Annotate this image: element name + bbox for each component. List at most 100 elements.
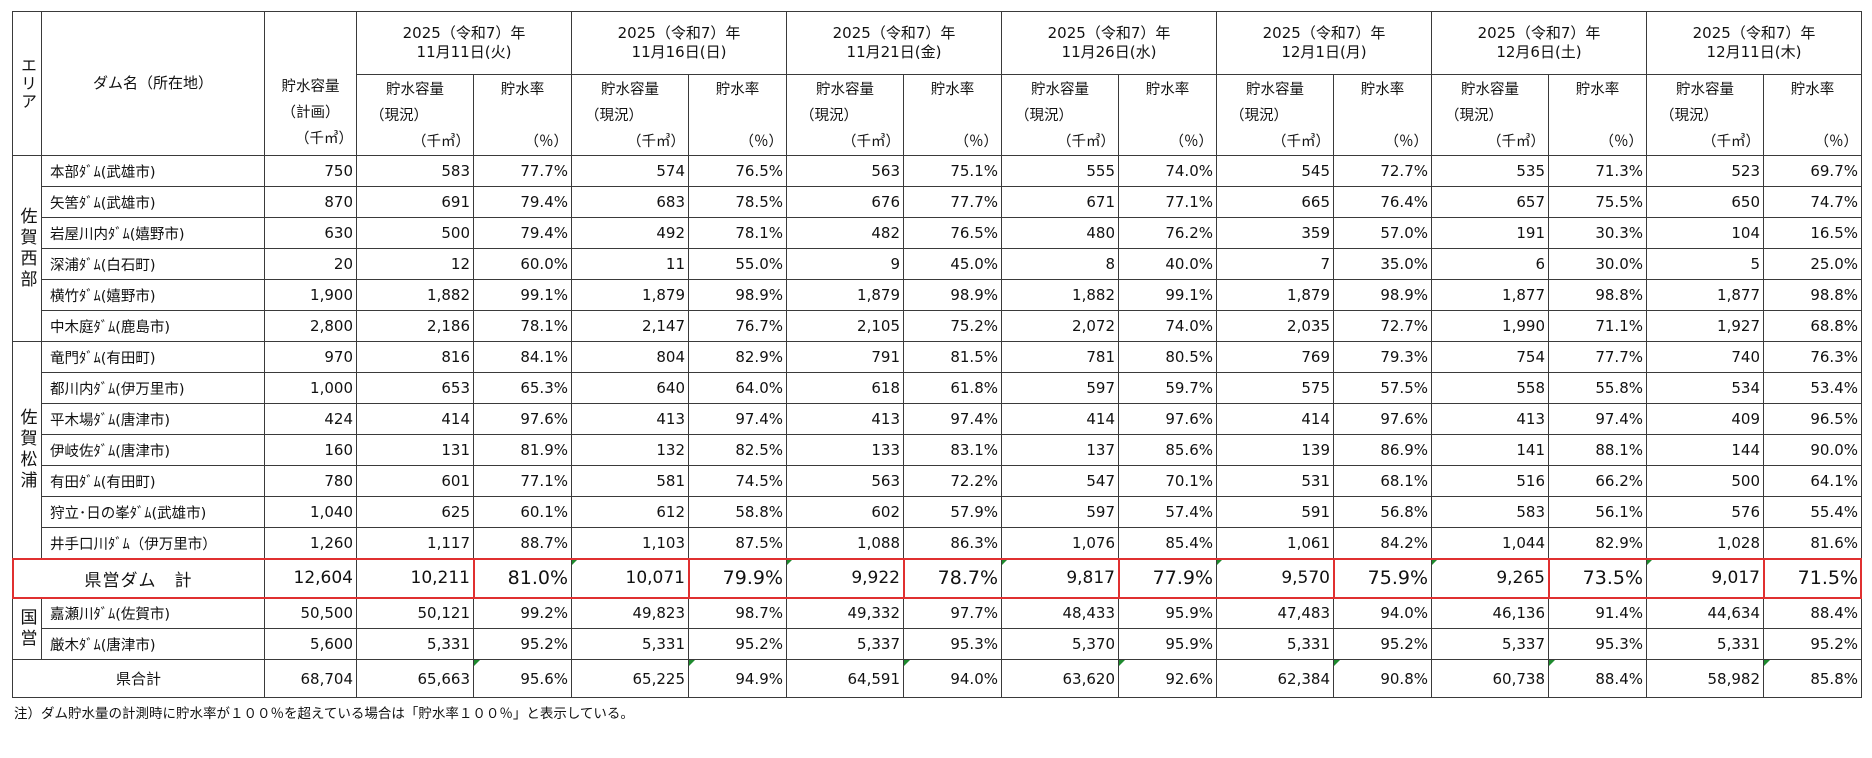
storage-rate-cell: 80.5% — [1118, 341, 1217, 373]
dam-name-cell: 矢筈ﾀﾞﾑ(武雄市) — [41, 186, 265, 218]
highlight-separator — [1762, 557, 1765, 599]
dam-name-cell: 嘉瀬川ﾀﾞﾑ(佐賀市) — [41, 597, 265, 629]
current-capacity-cell: 10,211 — [356, 558, 474, 598]
dam-name-cell: 平木場ﾀﾞﾑ(唐津市) — [41, 403, 265, 435]
current-capacity-column-header: 貯水容量 （現況） （千㎥） — [356, 74, 474, 156]
storage-rate-header-label: 貯水率 — [1790, 82, 1835, 98]
current-capacity-cell: 482 — [786, 217, 904, 249]
storage-rate-cell: 71.3% — [1548, 155, 1647, 187]
table-row: 岩屋川内ﾀﾞﾑ(嬉野市) 630 500 79.4% 492 78.1% 482 76.5% 4… — [13, 217, 1862, 249]
grand-total-label: 県合計 — [12, 659, 265, 698]
storage-rate-cell: 60.0% — [473, 248, 572, 280]
storage-rate-cell: 40.0% — [1118, 248, 1217, 280]
current-capacity-cell: 576 — [1646, 496, 1764, 528]
storage-rate-cell: 74.7% — [1763, 186, 1862, 218]
storage-rate-cell: 75.2% — [903, 310, 1002, 342]
plan-capacity-cell: 750 — [264, 155, 357, 187]
current-capacity-header-line: （現況） — [1660, 108, 1718, 124]
storage-rate-cell: 79.3% — [1333, 341, 1432, 373]
table-row: 矢筈ﾀﾞﾑ(武雄市) 870 691 79.4% 683 78.5% 676 77.7% 671… — [13, 186, 1862, 218]
storage-rate-header-unit: （％） — [1384, 134, 1429, 150]
storage-rate-cell: 97.4% — [903, 403, 1002, 435]
current-capacity-header-line: （現況） — [800, 108, 858, 124]
storage-rate-cell: 61.8% — [903, 372, 1002, 404]
storage-rate-cell: 98.8% — [1763, 279, 1862, 311]
current-capacity-header-line: （千㎥） — [1487, 134, 1545, 150]
current-capacity-cell: 2,147 — [571, 310, 689, 342]
storage-rate-cell: 65.3% — [473, 372, 572, 404]
storage-rate-cell: 78.1% — [473, 310, 572, 342]
storage-rate-cell: 91.4% — [1548, 597, 1647, 629]
storage-rate-cell: 78.7% — [903, 558, 1002, 598]
current-capacity-cell: 1,879 — [786, 279, 904, 311]
storage-rate-column-header: 貯水率 （％） — [473, 74, 572, 156]
current-capacity-cell: 676 — [786, 186, 904, 218]
storage-rate-column-header: 貯水率 （％） — [1333, 74, 1432, 156]
date-header-day: 12月11日(木) — [1706, 43, 1802, 61]
storage-rate-cell: 84.2% — [1333, 527, 1432, 559]
current-capacity-cell: 10,071 — [571, 558, 689, 598]
storage-rate-cell: 16.5% — [1763, 217, 1862, 249]
current-capacity-cell: 49,332 — [786, 597, 904, 629]
date-header-year: 2025（令和7）年 — [1477, 24, 1601, 42]
storage-rate-cell: 95.2% — [1333, 628, 1432, 660]
highlight-separator — [472, 557, 475, 599]
footnote: 注）ダム貯水量の計測時に貯水率が１００％を超えている場合は「貯水率１００％」と表… — [14, 706, 634, 722]
current-capacity-cell: 5,331 — [1216, 628, 1334, 660]
date-header-day: 12月6日(土) — [1496, 43, 1582, 61]
storage-rate-cell: 75.1% — [903, 155, 1002, 187]
dam-name-cell: 深浦ﾀﾞﾑ(白石町) — [41, 248, 265, 280]
storage-rate-cell: 90.0% — [1763, 434, 1862, 466]
highlight-separator — [902, 557, 905, 599]
current-capacity-cell: 132 — [571, 434, 689, 466]
date-header-day: 11月21日(金) — [846, 43, 942, 61]
plan-capacity-cell: 870 — [264, 186, 357, 218]
storage-rate-cell: 79.9% — [688, 558, 787, 598]
current-capacity-cell: 65,663 — [356, 659, 474, 698]
current-capacity-cell: 63,620 — [1001, 659, 1119, 698]
current-capacity-cell: 139 — [1216, 434, 1334, 466]
current-capacity-cell: 413 — [786, 403, 904, 435]
storage-rate-cell: 82.9% — [1548, 527, 1647, 559]
current-capacity-cell: 602 — [786, 496, 904, 528]
current-capacity-cell: 141 — [1431, 434, 1549, 466]
storage-rate-column-header: 貯水率 （％） — [688, 74, 787, 156]
current-capacity-cell: 591 — [1216, 496, 1334, 528]
storage-rate-cell: 76.4% — [1333, 186, 1432, 218]
storage-rate-header-label: 貯水率 — [715, 82, 760, 98]
storage-rate-cell: 73.5% — [1548, 558, 1647, 598]
current-capacity-header-line: 貯水容量 — [1246, 82, 1304, 98]
storage-rate-header-label: 貯水率 — [1575, 82, 1620, 98]
storage-rate-cell: 76.2% — [1118, 217, 1217, 249]
plan-capacity-cell: 20 — [264, 248, 357, 280]
current-capacity-cell: 2,186 — [356, 310, 474, 342]
storage-rate-header-label: 貯水率 — [1360, 82, 1405, 98]
storage-rate-cell: 98.9% — [903, 279, 1002, 311]
current-capacity-cell: 9,265 — [1431, 558, 1549, 598]
current-capacity-cell: 523 — [1646, 155, 1764, 187]
plan-capacity-cell: 2,800 — [264, 310, 357, 342]
current-capacity-cell: 500 — [1646, 465, 1764, 497]
storage-rate-cell: 97.6% — [1118, 403, 1217, 435]
storage-rate-cell: 76.3% — [1763, 341, 1862, 373]
storage-rate-cell: 82.9% — [688, 341, 787, 373]
storage-rate-cell: 88.4% — [1763, 597, 1862, 629]
current-capacity-header-line: 貯水容量 — [816, 82, 874, 98]
highlight-separator — [687, 557, 690, 599]
storage-rate-cell: 72.7% — [1333, 310, 1432, 342]
current-capacity-cell: 414 — [356, 403, 474, 435]
current-capacity-header-line: （千㎥） — [627, 134, 685, 150]
storage-rate-cell: 97.4% — [688, 403, 787, 435]
current-capacity-cell: 48,433 — [1001, 597, 1119, 629]
current-capacity-cell: 131 — [356, 434, 474, 466]
current-capacity-cell: 1,927 — [1646, 310, 1764, 342]
date-header-day: 12月1日(月) — [1281, 43, 1367, 61]
date-header: 2025（令和7）年 12月1日(月) — [1216, 11, 1432, 75]
current-capacity-header-line: （千㎥） — [1272, 134, 1330, 150]
current-capacity-header-line: （千㎥） — [1057, 134, 1115, 150]
date-header-day: 11月26日(水) — [1061, 43, 1157, 61]
current-capacity-cell: 535 — [1431, 155, 1549, 187]
storage-rate-cell: 83.1% — [903, 434, 1002, 466]
storage-rate-cell: 68.1% — [1333, 465, 1432, 497]
storage-rate-cell: 72.2% — [903, 465, 1002, 497]
